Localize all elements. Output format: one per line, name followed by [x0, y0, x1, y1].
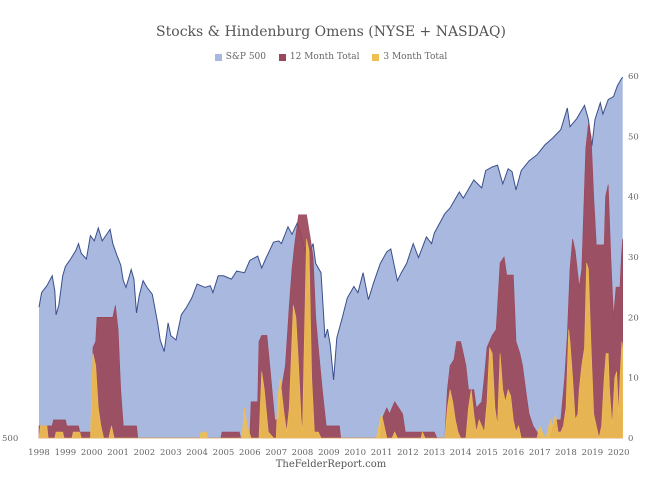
x-tick-label: 2020 — [608, 448, 630, 458]
legend-label-sp500: S&P 500 — [225, 52, 267, 62]
x-tick-label: 2017 — [529, 448, 551, 458]
x-tick-label: 2014 — [450, 448, 472, 458]
right-y-tick-label: 20 — [628, 313, 639, 323]
legend-label-3-month: 3 Month Total — [383, 52, 448, 62]
x-tick-label: 2006 — [239, 448, 261, 458]
x-tick-label: 2012 — [397, 448, 419, 458]
x-tick-label: 2007 — [265, 448, 287, 458]
x-tick-label: 2015 — [476, 448, 498, 458]
legend-swatch-sp500 — [214, 53, 222, 61]
legend-item-sp500: S&P 500 — [214, 52, 267, 62]
right-y-tick-label: 40 — [628, 193, 639, 203]
x-tick-label: 2001 — [107, 448, 129, 458]
right-y-tick-label: 60 — [628, 72, 639, 82]
x-tick-label: 2000 — [81, 448, 103, 458]
x-tick-label: 2011 — [371, 448, 393, 458]
sp500-area — [39, 77, 623, 438]
x-tick-label: 2013 — [423, 448, 445, 458]
legend-item-3-month: 3 Month Total — [372, 52, 447, 62]
x-tick-label: 2002 — [134, 448, 156, 458]
x-tick-label: 2019 — [582, 448, 604, 458]
x-tick-label: 2018 — [555, 448, 577, 458]
right-y-tick-label: 10 — [628, 374, 639, 384]
footer-credit: TheFelderReport.com — [275, 459, 387, 470]
legend-item-12-month: 12 Month Total — [278, 52, 360, 62]
legend-swatch-12-month — [278, 53, 286, 61]
x-tick-label: 2010 — [344, 448, 366, 458]
x-tick-label: 2005 — [213, 448, 235, 458]
x-tick-label: 2003 — [160, 448, 182, 458]
legend: S&P 500 12 Month Total 3 Month Total — [0, 52, 662, 64]
chart-title: Stocks & Hindenburg Omens (NYSE + NASDAQ… — [156, 24, 506, 40]
x-tick-label: 1998 — [28, 448, 50, 458]
legend-swatch-3-month — [372, 53, 380, 61]
x-tick-label: 2008 — [292, 448, 314, 458]
x-tick-label: 2009 — [318, 448, 340, 458]
right-y-tick-label: 0 — [628, 434, 633, 444]
legend-label-12-month: 12 Month Total — [289, 52, 360, 62]
right-y-tick-label: 30 — [628, 253, 639, 263]
x-tick-label: 2004 — [186, 448, 208, 458]
left-y-tick-label: 500 — [2, 434, 18, 444]
x-tick-label: 2016 — [502, 448, 524, 458]
right-y-tick-label: 50 — [628, 132, 639, 142]
x-tick-label: 1999 — [55, 448, 77, 458]
three-month-area — [38, 238, 623, 439]
